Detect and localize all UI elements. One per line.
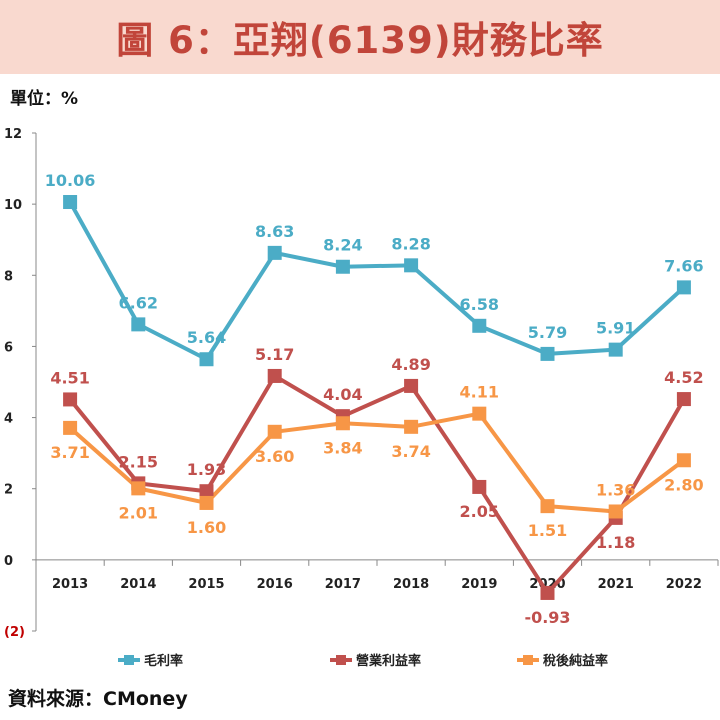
data-label: 4.89 — [391, 355, 430, 374]
data-label: 5.64 — [187, 328, 226, 347]
series-line-3 — [68, 411, 686, 514]
data-point — [267, 424, 282, 439]
data-point — [404, 419, 419, 434]
y-tick-label: (2) — [4, 625, 25, 640]
data-label: 7.66 — [664, 256, 703, 275]
data-label: 3.60 — [255, 447, 294, 466]
data-label: 6.58 — [460, 295, 499, 314]
series-line-2 — [68, 373, 686, 595]
x-tick-label: 2022 — [666, 577, 702, 592]
data-point — [608, 504, 623, 519]
data-point — [404, 258, 419, 273]
source-label: 資料來源：CMoney — [8, 688, 188, 710]
data-point — [540, 346, 555, 361]
legend-swatch-marker — [124, 655, 134, 665]
data-point — [472, 318, 487, 333]
data-label: 5.17 — [255, 345, 294, 364]
title-banner: 圖 6：亞翔(6139)財務比率 — [0, 0, 720, 74]
data-label: 1.51 — [528, 521, 567, 540]
unit-label: 單位：% — [10, 89, 79, 109]
y-tick-label: 6 — [4, 340, 13, 355]
data-label: 8.28 — [391, 234, 430, 253]
data-point — [63, 195, 78, 210]
data-point — [335, 259, 350, 274]
data-point — [404, 378, 419, 393]
data-label: 6.62 — [119, 293, 158, 312]
data-label: 1.36 — [596, 480, 635, 499]
data-label: 1.93 — [187, 460, 226, 479]
legend-entry: 毛利率 — [144, 653, 183, 669]
data-point — [131, 481, 146, 496]
x-tick-label: 2014 — [120, 577, 156, 592]
data-label: 8.24 — [323, 236, 362, 255]
chart-title: 圖 6：亞翔(6139)財務比率 — [116, 19, 604, 62]
data-point — [472, 406, 487, 421]
data-point — [63, 392, 78, 407]
data-point — [267, 368, 282, 383]
data-label: 4.51 — [50, 368, 89, 387]
x-tick-label: 2016 — [257, 577, 293, 592]
data-point — [608, 342, 623, 357]
y-tick-label: 8 — [4, 269, 13, 284]
data-label: 10.06 — [45, 171, 96, 190]
y-tick-label: 4 — [4, 412, 13, 427]
data-label: 3.84 — [323, 438, 362, 457]
data-label: 3.74 — [391, 442, 430, 461]
legend-entry: 營業利益率 — [356, 653, 421, 669]
data-point — [472, 479, 487, 494]
data-label: 2.01 — [119, 503, 158, 522]
data-label: 4.11 — [460, 383, 499, 402]
data-label: 5.79 — [528, 323, 567, 342]
data-label: 4.52 — [664, 368, 703, 387]
y-tick-label: 2 — [4, 483, 13, 498]
series-line-1 — [68, 201, 686, 362]
data-point — [199, 484, 214, 499]
y-tick-label: 10 — [4, 198, 22, 213]
data-point — [335, 416, 350, 431]
x-tick-label: 2015 — [188, 577, 224, 592]
data-point — [131, 317, 146, 332]
legend-swatch-marker — [336, 655, 346, 665]
data-point — [676, 392, 691, 407]
data-point — [267, 245, 282, 260]
x-tick-label: 2019 — [461, 577, 497, 592]
data-label: 4.04 — [323, 385, 362, 404]
x-tick-label: 2021 — [598, 577, 634, 592]
data-label: 2.80 — [664, 475, 703, 494]
data-label: 1.18 — [596, 533, 635, 552]
y-tick-label: 12 — [4, 127, 22, 142]
data-label: -0.93 — [524, 608, 570, 627]
data-label: 2.05 — [460, 502, 499, 521]
data-label: 1.60 — [187, 518, 226, 537]
legend-entry: 稅後純益率 — [543, 653, 608, 669]
y-tick-label: 0 — [4, 554, 13, 569]
data-point — [63, 420, 78, 435]
x-tick-label: 2018 — [393, 577, 429, 592]
data-point — [199, 495, 214, 510]
data-label: 2.15 — [119, 452, 158, 471]
legend-swatch-marker — [523, 655, 533, 665]
data-label: 8.63 — [255, 222, 294, 241]
data-label: 3.71 — [50, 443, 89, 462]
data-point — [676, 453, 691, 468]
x-tick-label: 2017 — [325, 577, 361, 592]
data-point — [540, 585, 555, 600]
data-label: 5.91 — [596, 319, 635, 338]
data-point — [676, 280, 691, 295]
data-point — [199, 352, 214, 367]
x-tick-label: 2013 — [52, 577, 88, 592]
data-point — [540, 499, 555, 514]
